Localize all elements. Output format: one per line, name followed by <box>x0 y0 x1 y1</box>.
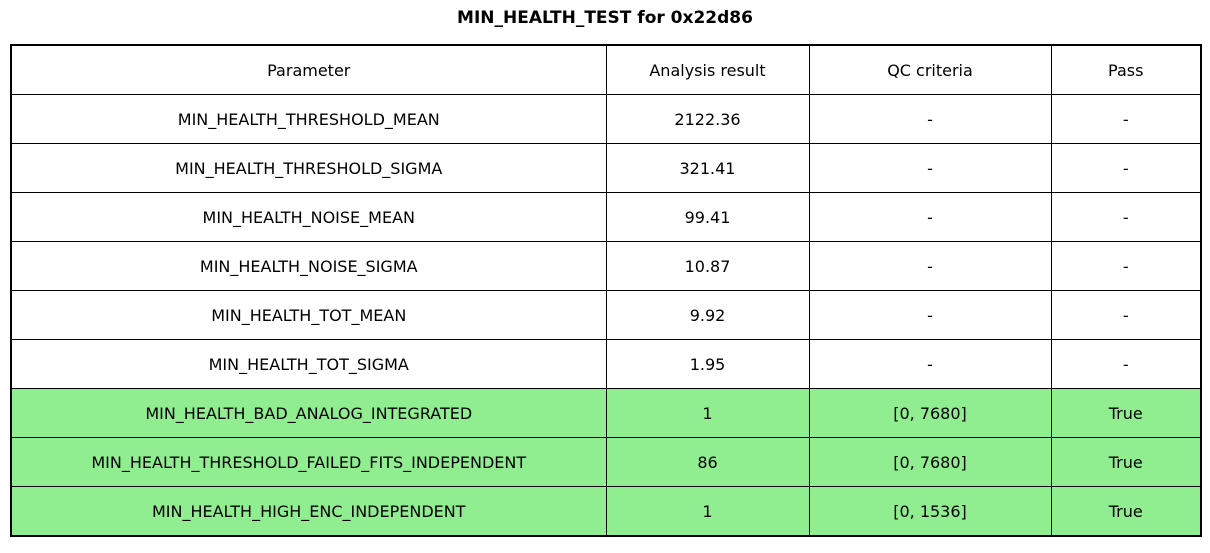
cell-qc-criteria: - <box>808 143 1052 193</box>
table-row: MIN_HEALTH_THRESHOLD_SIGMA 321.41 - - <box>10 143 1202 193</box>
cell-analysis-result: 9.92 <box>605 290 810 340</box>
cell-pass: - <box>1050 290 1202 340</box>
cell-parameter: MIN_HEALTH_HIGH_ENC_INDEPENDENT <box>10 486 607 537</box>
column-header-analysis-result: Analysis result <box>605 44 810 95</box>
cell-analysis-result: 1 <box>605 388 810 438</box>
cell-pass: - <box>1050 192 1202 242</box>
cell-analysis-result: 1.95 <box>605 339 810 389</box>
cell-pass: - <box>1050 241 1202 291</box>
cell-pass: - <box>1050 339 1202 389</box>
qc-results-table: Parameter Analysis result QC criteria Pa… <box>10 44 1202 537</box>
cell-parameter: MIN_HEALTH_BAD_ANALOG_INTEGRATED <box>10 388 607 438</box>
table-row: MIN_HEALTH_NOISE_SIGMA 10.87 - - <box>10 241 1202 291</box>
table-row-pass: MIN_HEALTH_THRESHOLD_FAILED_FITS_INDEPEN… <box>10 437 1202 487</box>
cell-analysis-result: 1 <box>605 486 810 537</box>
cell-qc-criteria: - <box>808 241 1052 291</box>
cell-parameter: MIN_HEALTH_TOT_MEAN <box>10 290 607 340</box>
cell-parameter: MIN_HEALTH_NOISE_MEAN <box>10 192 607 242</box>
cell-analysis-result: 99.41 <box>605 192 810 242</box>
cell-qc-criteria: - <box>808 339 1052 389</box>
column-header-qc-criteria: QC criteria <box>808 44 1052 95</box>
cell-qc-criteria: [0, 7680] <box>808 437 1052 487</box>
cell-pass: True <box>1050 486 1202 537</box>
table-row: MIN_HEALTH_NOISE_MEAN 99.41 - - <box>10 192 1202 242</box>
cell-qc-criteria: - <box>808 192 1052 242</box>
cell-parameter: MIN_HEALTH_TOT_SIGMA <box>10 339 607 389</box>
table-row-pass: MIN_HEALTH_BAD_ANALOG_INTEGRATED 1 [0, 7… <box>10 388 1202 438</box>
table-row-pass: MIN_HEALTH_HIGH_ENC_INDEPENDENT 1 [0, 15… <box>10 486 1202 537</box>
cell-qc-criteria: [0, 7680] <box>808 388 1052 438</box>
cell-pass: - <box>1050 94 1202 144</box>
cell-analysis-result: 10.87 <box>605 241 810 291</box>
table-row: MIN_HEALTH_TOT_MEAN 9.92 - - <box>10 290 1202 340</box>
page-title: MIN_HEALTH_TEST for 0x22d86 <box>457 8 753 28</box>
table-row: MIN_HEALTH_THRESHOLD_MEAN 2122.36 - - <box>10 94 1202 144</box>
cell-pass: - <box>1050 143 1202 193</box>
table-header-row: Parameter Analysis result QC criteria Pa… <box>10 44 1202 95</box>
cell-analysis-result: 321.41 <box>605 143 810 193</box>
cell-parameter: MIN_HEALTH_THRESHOLD_MEAN <box>10 94 607 144</box>
cell-qc-criteria: [0, 1536] <box>808 486 1052 537</box>
column-header-pass: Pass <box>1050 44 1202 95</box>
cell-parameter: MIN_HEALTH_NOISE_SIGMA <box>10 241 607 291</box>
cell-parameter: MIN_HEALTH_THRESHOLD_FAILED_FITS_INDEPEN… <box>10 437 607 487</box>
cell-qc-criteria: - <box>808 290 1052 340</box>
cell-qc-criteria: - <box>808 94 1052 144</box>
table-row: MIN_HEALTH_TOT_SIGMA 1.95 - - <box>10 339 1202 389</box>
cell-analysis-result: 86 <box>605 437 810 487</box>
column-header-parameter: Parameter <box>10 44 607 95</box>
cell-pass: True <box>1050 437 1202 487</box>
cell-pass: True <box>1050 388 1202 438</box>
cell-analysis-result: 2122.36 <box>605 94 810 144</box>
cell-parameter: MIN_HEALTH_THRESHOLD_SIGMA <box>10 143 607 193</box>
